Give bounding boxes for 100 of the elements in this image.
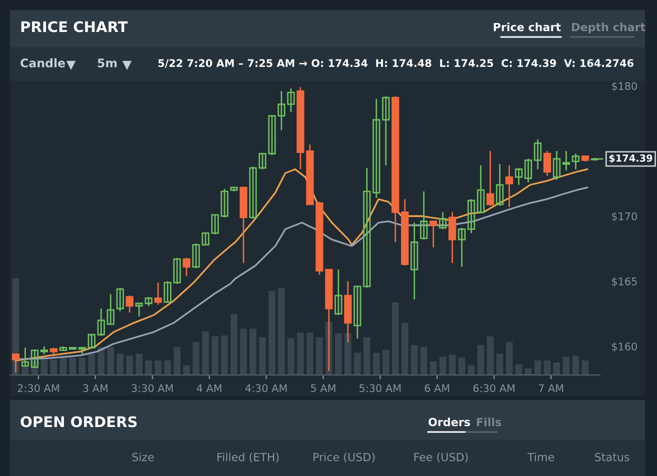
candlestick	[97, 308, 105, 337]
bar	[430, 361, 437, 375]
candlestick	[534, 138, 542, 170]
text: Price (USD)	[314, 452, 375, 463]
candlestick	[144, 296, 152, 307]
bar	[268, 290, 276, 375]
bar	[306, 332, 314, 375]
bar	[69, 358, 76, 375]
bar	[562, 356, 570, 375]
candlestick	[50, 346, 58, 358]
candlestick	[486, 150, 494, 206]
candlestick	[430, 220, 438, 248]
bar	[259, 337, 266, 375]
x-tick-label: 4:30 AM	[245, 384, 287, 392]
bar	[354, 352, 361, 375]
bar	[221, 335, 228, 375]
candlestick	[372, 98, 380, 199]
x-tick-label: 7 AM	[538, 384, 564, 392]
candlestick	[410, 222, 418, 300]
bar	[372, 352, 380, 375]
candlestick	[458, 227, 466, 268]
text: Filled (ETH)	[218, 452, 279, 463]
bar	[316, 337, 323, 375]
bar	[344, 333, 352, 375]
candlestick	[126, 294, 134, 314]
candlestick	[467, 198, 476, 234]
bar	[240, 328, 247, 375]
y-tick-label: $180	[612, 82, 637, 92]
candlestick	[476, 164, 485, 213]
candlestick	[334, 268, 342, 316]
text: Fee (USD)	[414, 452, 468, 463]
bar	[278, 288, 285, 375]
x-tick-label: 6:30 AM	[473, 384, 514, 392]
text: Depth chart	[572, 22, 646, 34]
bar	[145, 360, 152, 375]
bar	[582, 360, 589, 375]
candlestick	[552, 150, 561, 180]
candlestick	[106, 294, 114, 325]
text: Time	[527, 452, 554, 462]
candlestick	[448, 212, 456, 264]
bar	[506, 342, 513, 375]
bar	[164, 360, 171, 375]
candlestick	[505, 164, 514, 208]
x-tick-label: 5:30 AM	[360, 384, 401, 392]
bar	[192, 342, 200, 375]
bar	[154, 360, 162, 375]
bar	[78, 358, 86, 375]
text: 5m	[98, 58, 117, 68]
candlestick	[543, 150, 552, 176]
bar	[382, 350, 390, 375]
bar	[288, 338, 294, 375]
bar	[334, 333, 342, 375]
candlestick	[496, 163, 504, 206]
candlestick	[438, 212, 447, 230]
bar	[116, 354, 124, 375]
chart-title: PRICE CHART	[21, 21, 128, 32]
bar	[126, 356, 134, 375]
bar	[50, 360, 58, 375]
bar	[496, 354, 504, 375]
bar	[572, 356, 580, 375]
candlestick	[363, 167, 371, 288]
x-tick-label: 4 AM	[196, 384, 222, 392]
bar	[363, 337, 370, 375]
bar	[183, 365, 190, 375]
text: Orders	[428, 418, 470, 426]
bar	[524, 368, 532, 375]
bar	[439, 356, 446, 375]
candlestick	[524, 158, 532, 183]
text: Fills	[477, 418, 502, 426]
candlestick	[354, 286, 362, 340]
y-tick-label: $160	[612, 342, 637, 352]
bar	[98, 346, 105, 375]
bar	[553, 362, 560, 375]
bar	[544, 360, 551, 375]
text: Price chart	[494, 22, 561, 32]
bar	[297, 332, 304, 375]
bar	[174, 346, 180, 375]
bar	[230, 314, 238, 375]
candlestick	[182, 257, 190, 277]
bar	[486, 336, 494, 375]
text: 5/22 7:20 AM – 7:25 AM → O: 174.34 H: 174.48 L: 174.25 C: 174.39 V: 164.2746	[158, 59, 634, 68]
text: Status	[595, 452, 630, 462]
bar	[250, 328, 256, 375]
bar	[88, 354, 96, 375]
x-tick-label: 5 AM	[311, 384, 336, 392]
candlestick	[135, 302, 143, 318]
bar	[60, 358, 67, 375]
candlestick	[382, 96, 390, 166]
text: Size	[132, 452, 154, 462]
annotation: $174.39	[609, 154, 652, 164]
x-tick-label: 2:30 AM	[18, 384, 59, 392]
candlestick	[116, 287, 124, 312]
x-tick-label: 6 AM	[424, 384, 450, 392]
candlestick	[514, 167, 523, 186]
bar	[458, 358, 466, 375]
x-tick-label: 3 AM	[83, 384, 108, 392]
text: Candle	[20, 58, 65, 68]
candlestick	[420, 190, 428, 240]
bar	[392, 302, 399, 375]
y-tick-label: $170	[612, 212, 637, 222]
